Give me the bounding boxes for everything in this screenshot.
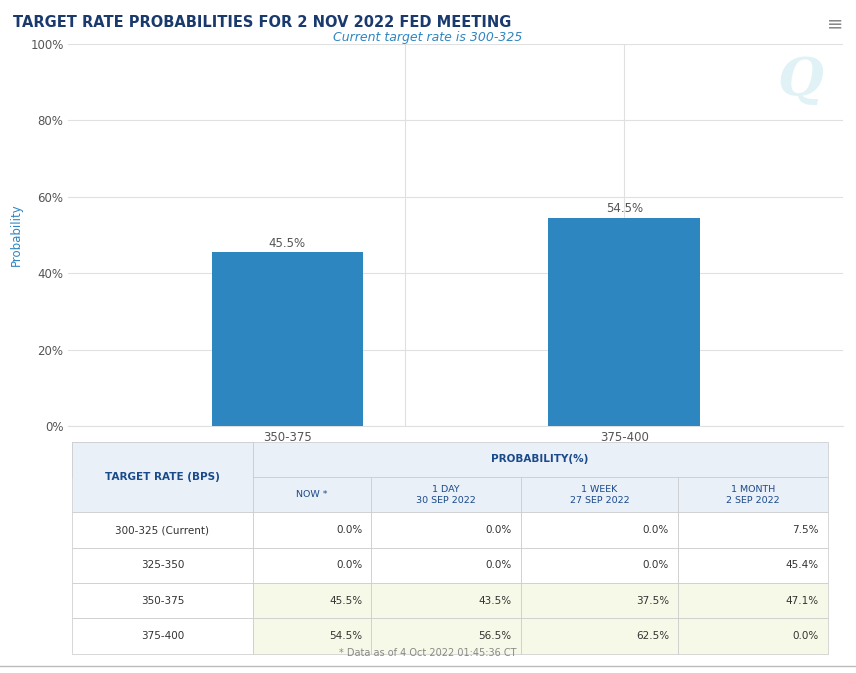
Text: 54.5%: 54.5% <box>606 203 643 215</box>
Text: TARGET RATE PROBABILITIES FOR 2 NOV 2022 FED MEETING: TARGET RATE PROBABILITIES FOR 2 NOV 2022… <box>13 15 511 30</box>
Text: 56.5%: 56.5% <box>479 631 512 641</box>
FancyBboxPatch shape <box>372 512 521 548</box>
FancyBboxPatch shape <box>73 548 253 583</box>
Text: * Data as of 4 Oct 2022 01:45:36 CT: * Data as of 4 Oct 2022 01:45:36 CT <box>339 648 517 658</box>
FancyBboxPatch shape <box>73 441 253 512</box>
FancyBboxPatch shape <box>253 477 372 512</box>
Text: 43.5%: 43.5% <box>479 596 512 606</box>
Text: Q: Q <box>778 55 823 106</box>
Y-axis label: Probability: Probability <box>10 203 23 267</box>
Text: 45.5%: 45.5% <box>269 237 306 250</box>
FancyBboxPatch shape <box>73 583 253 618</box>
Text: 325-350: 325-350 <box>140 561 184 571</box>
Text: 350-375: 350-375 <box>140 596 184 606</box>
FancyBboxPatch shape <box>73 512 253 548</box>
Text: PROBABILITY(%): PROBABILITY(%) <box>491 454 589 464</box>
Text: 0.0%: 0.0% <box>485 561 512 571</box>
Text: 62.5%: 62.5% <box>636 631 669 641</box>
Text: 7.5%: 7.5% <box>792 525 818 535</box>
FancyBboxPatch shape <box>372 618 521 653</box>
Text: 47.1%: 47.1% <box>785 596 818 606</box>
FancyBboxPatch shape <box>678 583 828 618</box>
Text: 45.5%: 45.5% <box>329 596 362 606</box>
Text: 0.0%: 0.0% <box>336 561 362 571</box>
FancyBboxPatch shape <box>372 477 521 512</box>
FancyBboxPatch shape <box>73 618 253 653</box>
FancyBboxPatch shape <box>521 512 678 548</box>
Text: 45.4%: 45.4% <box>785 561 818 571</box>
FancyBboxPatch shape <box>521 583 678 618</box>
FancyBboxPatch shape <box>678 548 828 583</box>
Text: 0.0%: 0.0% <box>643 561 669 571</box>
Text: ≡: ≡ <box>827 15 843 34</box>
Text: 300-325 (Current): 300-325 (Current) <box>116 525 210 535</box>
Bar <box>549 218 700 426</box>
Text: 1 MONTH
2 SEP 2022: 1 MONTH 2 SEP 2022 <box>726 485 780 505</box>
X-axis label: Target Rate (in bps): Target Rate (in bps) <box>398 451 514 464</box>
FancyBboxPatch shape <box>678 477 828 512</box>
Text: 0.0%: 0.0% <box>485 525 512 535</box>
Text: 1 DAY
30 SEP 2022: 1 DAY 30 SEP 2022 <box>416 485 476 505</box>
Text: 0.0%: 0.0% <box>793 631 818 641</box>
FancyBboxPatch shape <box>253 618 372 653</box>
Bar <box>211 252 363 426</box>
FancyBboxPatch shape <box>372 583 521 618</box>
FancyBboxPatch shape <box>678 512 828 548</box>
FancyBboxPatch shape <box>372 548 521 583</box>
Text: Current target rate is 300-325: Current target rate is 300-325 <box>333 31 523 44</box>
FancyBboxPatch shape <box>253 441 828 477</box>
Text: 37.5%: 37.5% <box>636 596 669 606</box>
FancyBboxPatch shape <box>253 583 372 618</box>
FancyBboxPatch shape <box>253 548 372 583</box>
FancyBboxPatch shape <box>253 512 372 548</box>
Text: NOW *: NOW * <box>296 490 328 499</box>
Text: TARGET RATE (BPS): TARGET RATE (BPS) <box>105 472 220 482</box>
Text: 54.5%: 54.5% <box>329 631 362 641</box>
Text: 0.0%: 0.0% <box>643 525 669 535</box>
FancyBboxPatch shape <box>521 548 678 583</box>
Text: 0.0%: 0.0% <box>336 525 362 535</box>
Text: 1 WEEK
27 SEP 2022: 1 WEEK 27 SEP 2022 <box>570 485 629 505</box>
FancyBboxPatch shape <box>678 618 828 653</box>
FancyBboxPatch shape <box>521 618 678 653</box>
Text: 375-400: 375-400 <box>141 631 184 641</box>
FancyBboxPatch shape <box>73 441 253 477</box>
FancyBboxPatch shape <box>521 477 678 512</box>
